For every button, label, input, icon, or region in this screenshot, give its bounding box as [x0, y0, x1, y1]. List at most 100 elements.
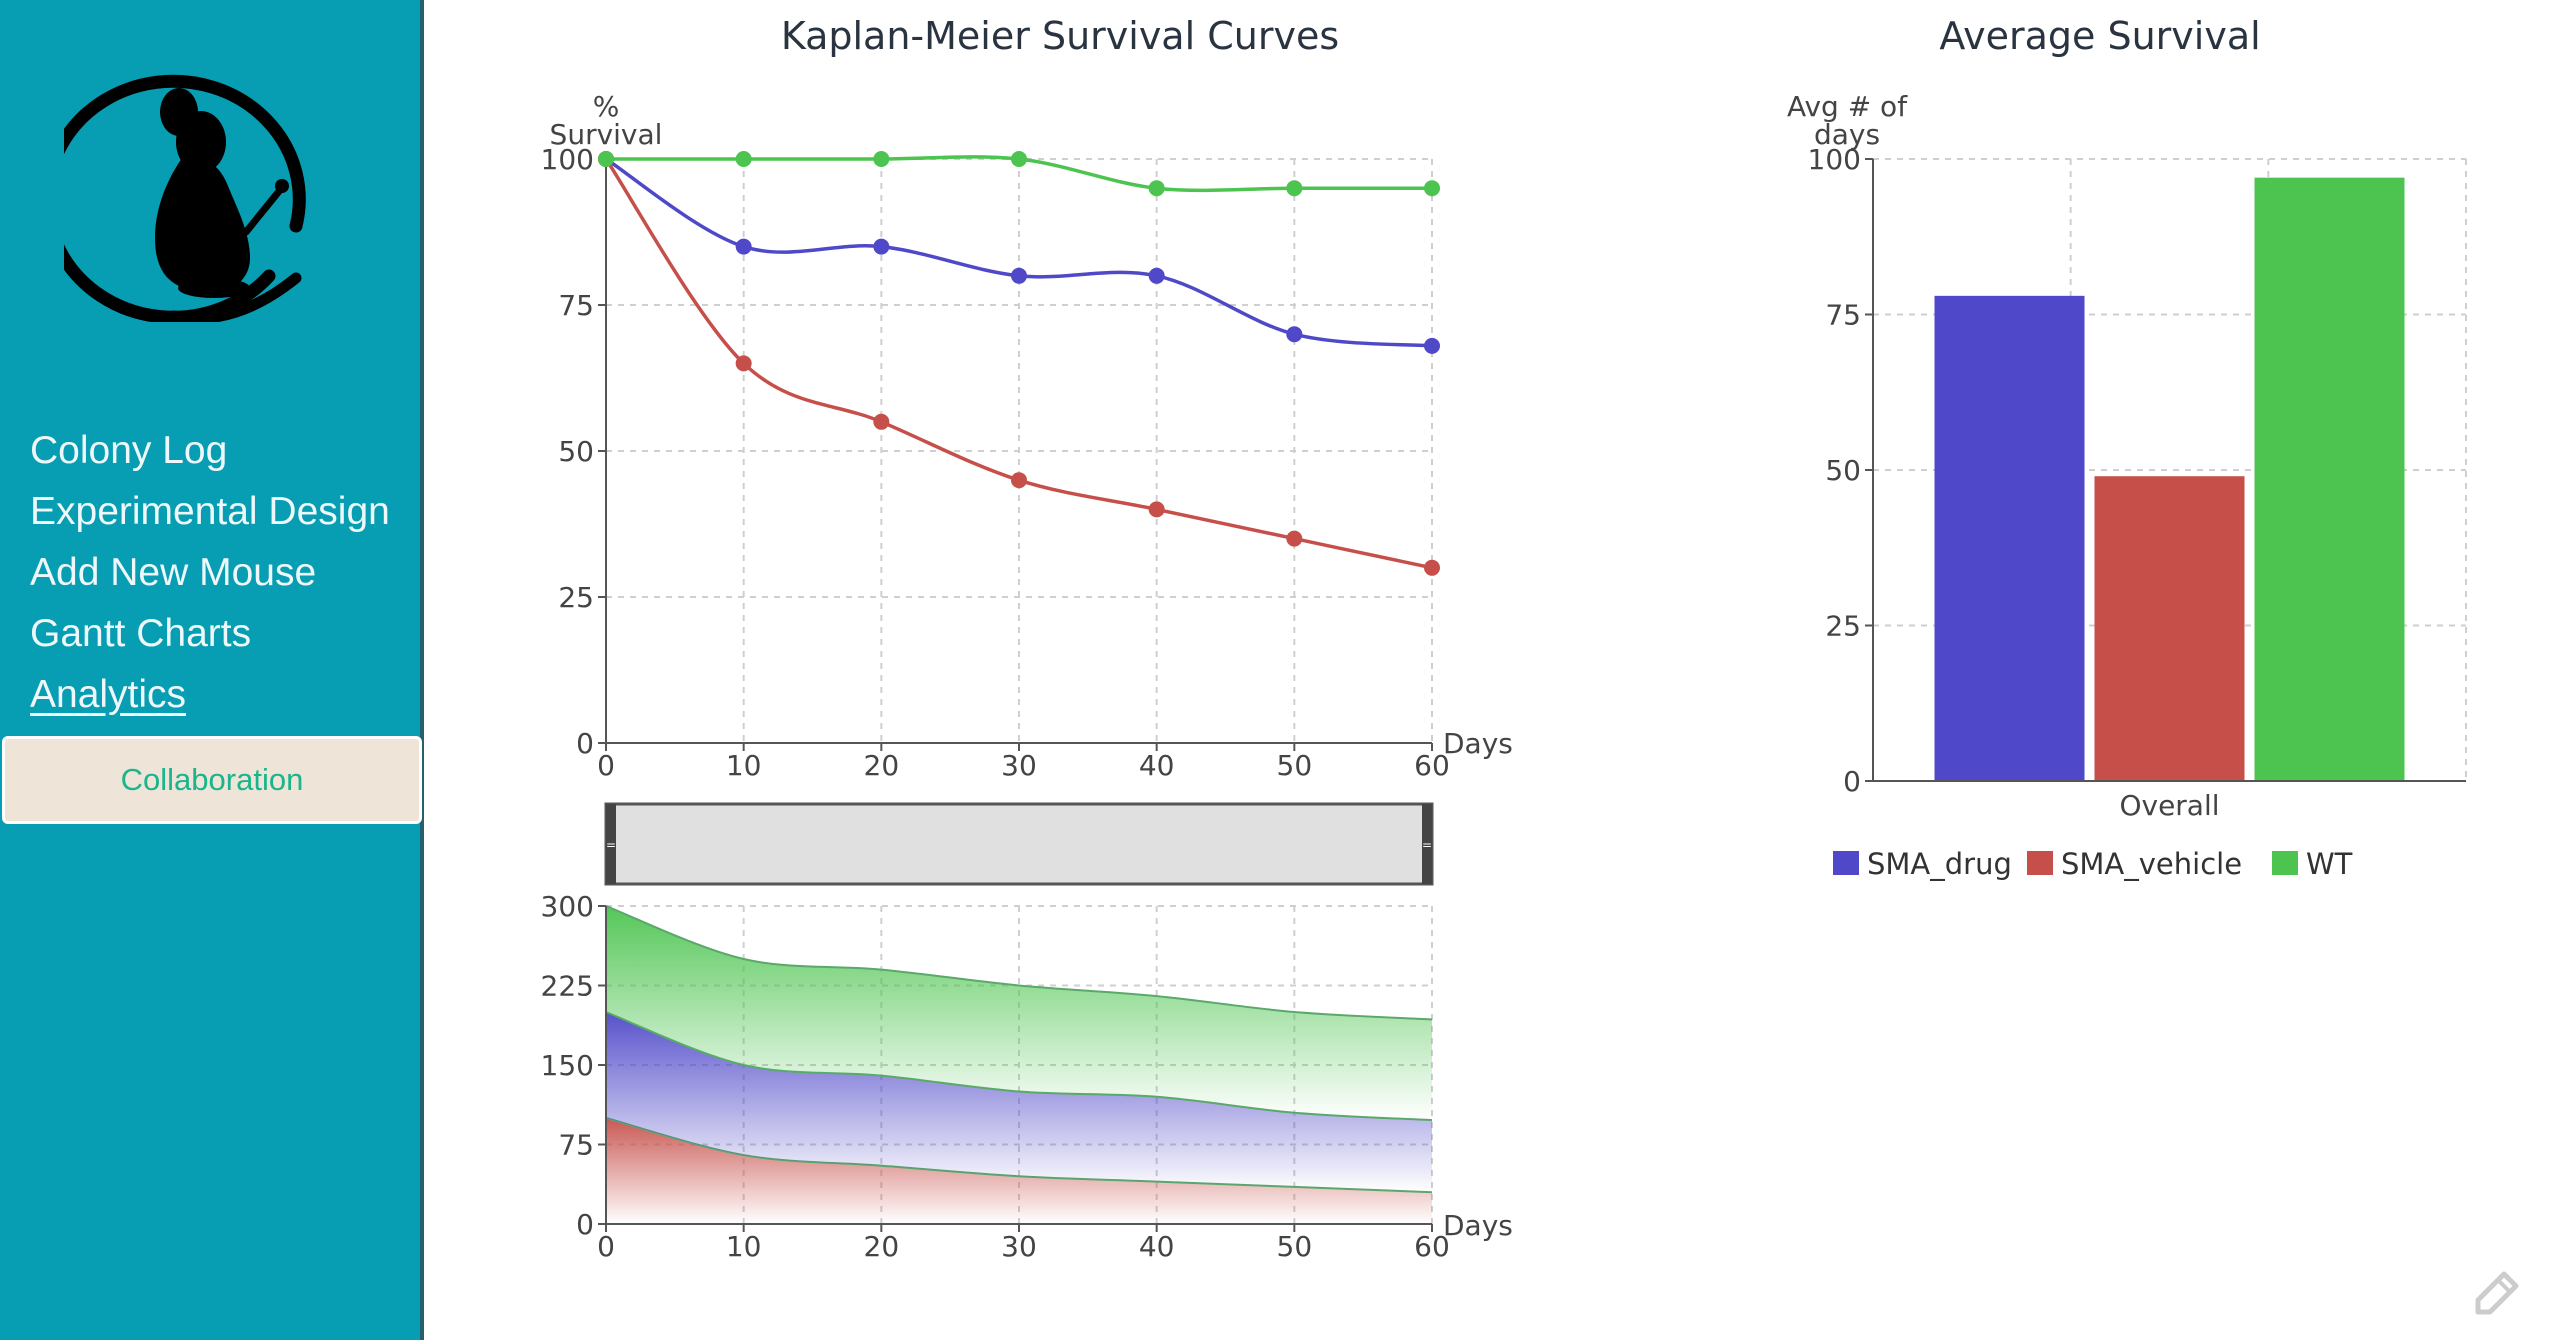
km-chart-title: Kaplan-Meier Survival Curves: [780, 14, 1340, 58]
nav-item-colony-log[interactable]: Colony Log: [30, 429, 228, 472]
collaboration-button[interactable]: Collaboration: [2, 736, 422, 824]
bar-axes: [1865, 158, 2466, 782]
bar-ytick-label: 0: [1843, 765, 1861, 798]
overview-line-SMA_vehicle: [605, 1117, 1433, 1194]
km-xtick-label: 0: [597, 749, 615, 782]
legend-swatch-WT: [2272, 851, 2298, 875]
km-point-WT: [1424, 180, 1440, 197]
km-point-WT: [873, 151, 890, 167]
bar-category-label: Overall: [2119, 789, 2219, 822]
avg-chart-title: Average Survival: [1939, 14, 2261, 58]
overview-area-WT: [606, 906, 1432, 1121]
km-point-SMA_drug: [1286, 326, 1303, 343]
overview-xtick-label: 10: [726, 1230, 762, 1263]
bar-ylabel-line1: Avg # of: [1787, 90, 1908, 123]
km-point-SMA_vehicle: [735, 355, 752, 372]
nav-menu: Colony Log Experimental Design Add New M…: [30, 420, 390, 725]
km-line-SMA_drug: [605, 157, 1433, 348]
overview-axes: [598, 905, 1433, 1232]
overview-gridlines: [605, 905, 1433, 1225]
overview-xtick-label: 60: [1414, 1230, 1450, 1263]
km-ylabel-line1: %: [593, 90, 620, 123]
km-point-SMA_vehicle: [873, 413, 890, 430]
bar-ytick-label: 100: [1808, 143, 1861, 176]
overview-line-WT: [605, 905, 1433, 1021]
legend-label-WT: WT: [2306, 847, 2353, 881]
overview-xtick-label: 40: [1139, 1230, 1175, 1263]
legend-label-SMA_vehicle: SMA_vehicle: [2061, 847, 2242, 881]
overview-ytick-label: 150: [541, 1049, 594, 1082]
legend-swatch-SMA_vehicle: [2027, 851, 2053, 875]
pencil-edit-icon[interactable]: [2470, 1262, 2526, 1318]
bar-legend: SMA_drug SMA_vehicle WT: [1833, 847, 2353, 881]
km-point-SMA_vehicle: [1011, 472, 1027, 489]
overview-area-SMA_drug: [606, 1012, 1432, 1193]
km-ytick-label: 0: [576, 727, 594, 760]
km-axes: [598, 158, 1433, 751]
bar-ytick-label: 75: [1825, 299, 1861, 332]
km-xtick-label: 40: [1139, 749, 1175, 782]
legend-label-SMA_drug: SMA_drug: [1867, 847, 2012, 881]
km-xlabel: Days: [1443, 727, 1513, 760]
km-xtick-label: 50: [1277, 749, 1313, 782]
overview-line-SMA_drug: [605, 1011, 1433, 1122]
sidebar: Colony Log Experimental Design Add New M…: [0, 0, 424, 1340]
bar-tick-labels: 0 25 50 75 100 Overall: [1808, 143, 2220, 822]
bar-ytick-label: 25: [1825, 610, 1861, 643]
bar-bars: [1934, 177, 2405, 781]
mouse-logo-icon[interactable]: [64, 66, 340, 322]
nav-item-experimental-design[interactable]: Experimental Design: [30, 490, 390, 533]
km-point-SMA_vehicle: [1286, 530, 1303, 547]
handle-grip-icon: =: [1422, 838, 1432, 852]
km-point-SMA_vehicle: [598, 151, 614, 167]
km-point-WT: [1011, 151, 1027, 167]
bar-WT: [2254, 177, 2405, 781]
km-line-SMA_vehicle: [604, 158, 1433, 570]
km-point-SMA_vehicle: [1148, 501, 1165, 518]
km-point-SMA_drug: [873, 238, 890, 255]
overview-xtick-label: 30: [1001, 1230, 1037, 1263]
km-point-WT: [735, 151, 752, 167]
km-xtick-label: 60: [1414, 749, 1450, 782]
handle-grip-icon: =: [606, 838, 616, 852]
legend-swatch-SMA_drug: [1833, 851, 1859, 875]
km-point-SMA_drug: [735, 238, 752, 255]
overview-tick-labels: 0 10 20 30 40 50 60 0 75 150 225 300: [541, 890, 1450, 1263]
km-ytick-label: 50: [558, 435, 594, 468]
km-point-WT: [1148, 180, 1165, 197]
nav-item-gantt-charts[interactable]: Gantt Charts: [30, 612, 252, 655]
km-point-SMA_vehicle: [1424, 559, 1440, 576]
bar-gridlines: [1873, 158, 2467, 782]
overview-areas: [605, 905, 1433, 1224]
km-point-SMA_drug: [1011, 267, 1027, 284]
km-xtick-label: 20: [864, 749, 900, 782]
km-ytick-label: 25: [558, 581, 594, 614]
overview-ytick-label: 75: [558, 1129, 594, 1162]
km-series: [598, 151, 1440, 576]
km-point-SMA_drug: [598, 151, 614, 167]
nav-item-add-new-mouse[interactable]: Add New Mouse: [30, 551, 317, 594]
km-ytick-label: 100: [541, 143, 594, 176]
range-selector-track[interactable]: [604, 802, 1434, 886]
overview-ytick-label: 0: [576, 1208, 594, 1241]
km-point-WT: [1286, 180, 1303, 197]
km-xtick-label: 10: [726, 749, 762, 782]
overview-ytick-label: 300: [541, 890, 594, 923]
overview-xtick-label: 50: [1277, 1230, 1313, 1263]
bar-ylabel-line2: days: [1814, 118, 1880, 151]
bar-SMA_vehicle: [2094, 476, 2245, 781]
km-point-SMA_drug: [1424, 337, 1440, 354]
overview-ytick-label: 225: [541, 970, 594, 1003]
bar-ytick-label: 50: [1825, 454, 1861, 487]
overview-xlabel: Days: [1443, 1209, 1513, 1242]
km-point-SMA_drug: [1148, 267, 1165, 284]
bar-SMA_drug: [1934, 295, 2085, 781]
overview-area-SMA_vehicle: [606, 1118, 1432, 1224]
range-selector-right-handle[interactable]: [1422, 804, 1432, 884]
nav-item-analytics[interactable]: Analytics: [30, 673, 187, 716]
range-selector-left-handle[interactable]: [606, 804, 616, 884]
km-xtick-label: 30: [1001, 749, 1037, 782]
km-ytick-label: 75: [558, 289, 594, 322]
km-ylabel-line2: Survival: [550, 118, 663, 151]
km-line-WT: [606, 155, 1432, 193]
